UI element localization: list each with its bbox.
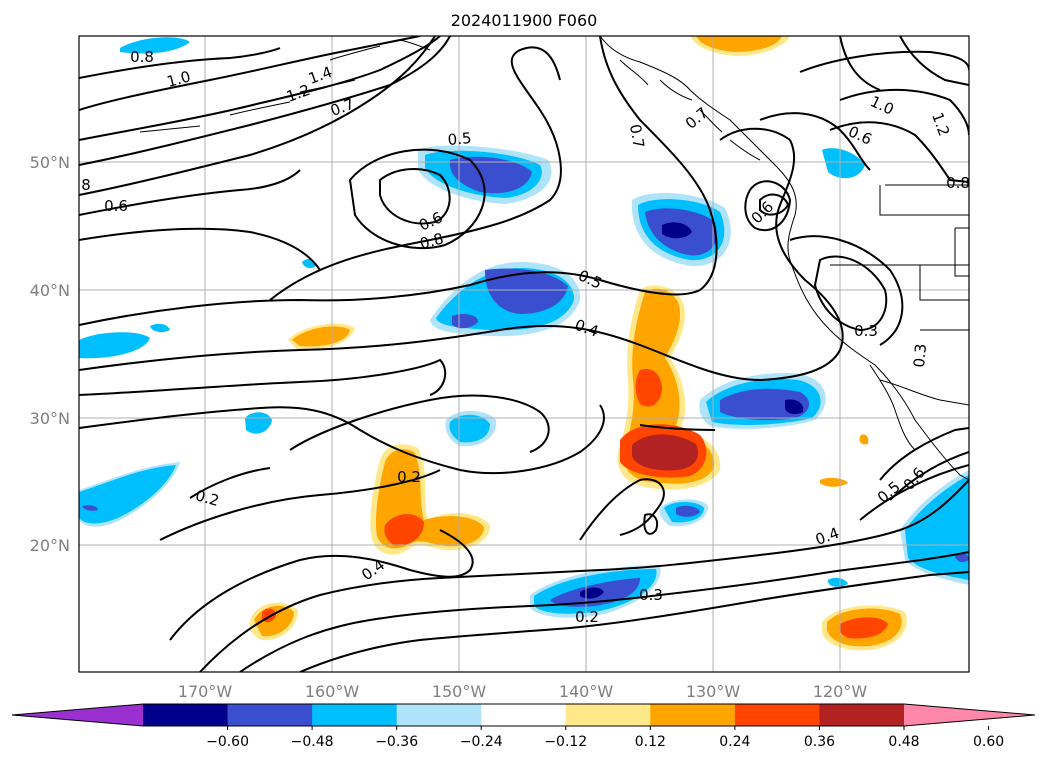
contour-label: 0.8 xyxy=(418,229,446,253)
map-title: 2024011900 F060 xyxy=(451,11,598,30)
lat-label: 20°N xyxy=(30,536,70,555)
contour-label: 8 xyxy=(81,176,91,194)
contour-label: 0.2 xyxy=(575,608,599,626)
colorbar-segment xyxy=(819,704,905,726)
lon-label: 130°W xyxy=(686,682,741,701)
longitude-labels: 170°W 160°W 150°W 140°W 130°W 120°W xyxy=(178,682,868,701)
contour-label: 0.8 xyxy=(130,48,154,66)
colorbar-tick-label: −0.24 xyxy=(460,734,503,750)
colorbar-tick-label: 0.36 xyxy=(804,734,835,750)
colorbar-outline xyxy=(11,703,1036,727)
lon-label: 150°W xyxy=(432,682,487,701)
lat-label: 50°N xyxy=(30,153,70,172)
map-panel: 0.8 1.0 1.4 1.2 0.7 0.5 0.6 8 0.6 0.8 0.… xyxy=(79,36,970,672)
colorbar: −0.60 −0.48 −0.36 −0.24 −0.12 0.12 0.24 0.36 0.4… xyxy=(11,703,1036,750)
lon-label: 120°W xyxy=(813,682,868,701)
coastlines xyxy=(139,36,969,481)
contour-label: 0.6 xyxy=(104,197,128,215)
contour-label: 0.5 xyxy=(447,129,472,149)
lon-label: 160°W xyxy=(305,682,360,701)
colorbar-tick-label: −0.12 xyxy=(544,734,587,750)
colorbar-extend-max xyxy=(904,704,1035,726)
graticule xyxy=(79,36,969,672)
colorbar-segment xyxy=(734,704,820,726)
lat-label: 30°N xyxy=(30,409,70,428)
lat-label: 40°N xyxy=(30,281,70,300)
contour-label: 0.3 xyxy=(639,586,663,604)
contour-label: 0.3 xyxy=(854,322,878,340)
colorbar-segment xyxy=(565,704,651,726)
colorbar-segment xyxy=(227,704,313,726)
colorbar-segment xyxy=(650,704,736,726)
contour-label: 0.2 xyxy=(397,468,421,486)
negative-anomalies xyxy=(79,37,969,618)
contour-label: 0.8 xyxy=(946,174,970,192)
latitude-labels: 50°N 40°N 30°N 20°N xyxy=(30,153,70,555)
colorbar-tick-label: 0.12 xyxy=(635,734,666,750)
colorbar-tick-label: −0.48 xyxy=(291,734,334,750)
contour-label: 0.2 xyxy=(193,486,221,510)
colorbar-tick-label: 0.48 xyxy=(888,734,919,750)
contour-label: 0.3 xyxy=(910,343,930,368)
contour-lines xyxy=(79,36,969,672)
colorbar-segment xyxy=(396,704,482,726)
colorbar-tick-label: 0.60 xyxy=(973,734,1004,750)
map-frame xyxy=(78,35,970,673)
colorbar-tick-label: −0.36 xyxy=(375,734,418,750)
contour-label: 0.7 xyxy=(626,123,648,150)
lon-label: 170°W xyxy=(178,682,233,701)
colorbar-segment xyxy=(312,704,398,726)
lon-label: 140°W xyxy=(559,682,614,701)
colorbar-tick-label: −0.60 xyxy=(206,734,249,750)
colorbar-segment xyxy=(143,704,229,726)
colorbar-segment xyxy=(481,704,567,726)
positive-anomalies xyxy=(249,36,907,651)
shaded-fields xyxy=(79,36,969,651)
colorbar-extend-min xyxy=(12,704,143,726)
contour-label: 1.0 xyxy=(165,67,193,91)
colorbar-tick-label: 0.24 xyxy=(719,734,750,750)
